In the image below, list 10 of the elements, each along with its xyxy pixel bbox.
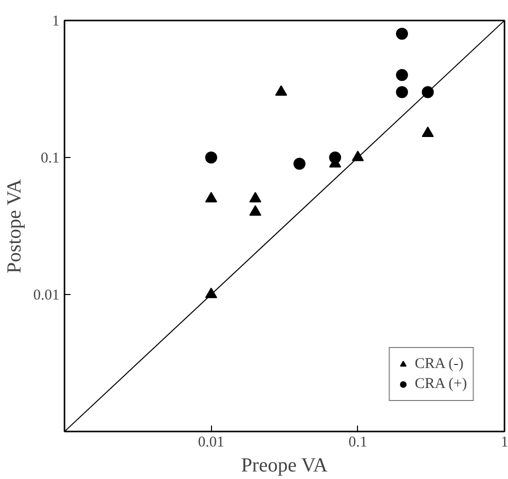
y-tick-label: 1 <box>52 14 60 30</box>
x-axis-title: Preope VA <box>241 454 328 476</box>
x-tick-label: 1 <box>500 434 508 450</box>
y-tick-label: 0.1 <box>40 150 60 166</box>
x-tick-label: 0.01 <box>198 434 224 450</box>
legend-label: CRA (-) <box>414 356 464 372</box>
x-tick-label: 0.1 <box>348 434 368 450</box>
legend-label: CRA (+) <box>414 376 467 392</box>
y-tick-label: 0.01 <box>33 288 60 304</box>
y-axis-title: Postope VA <box>3 178 26 274</box>
